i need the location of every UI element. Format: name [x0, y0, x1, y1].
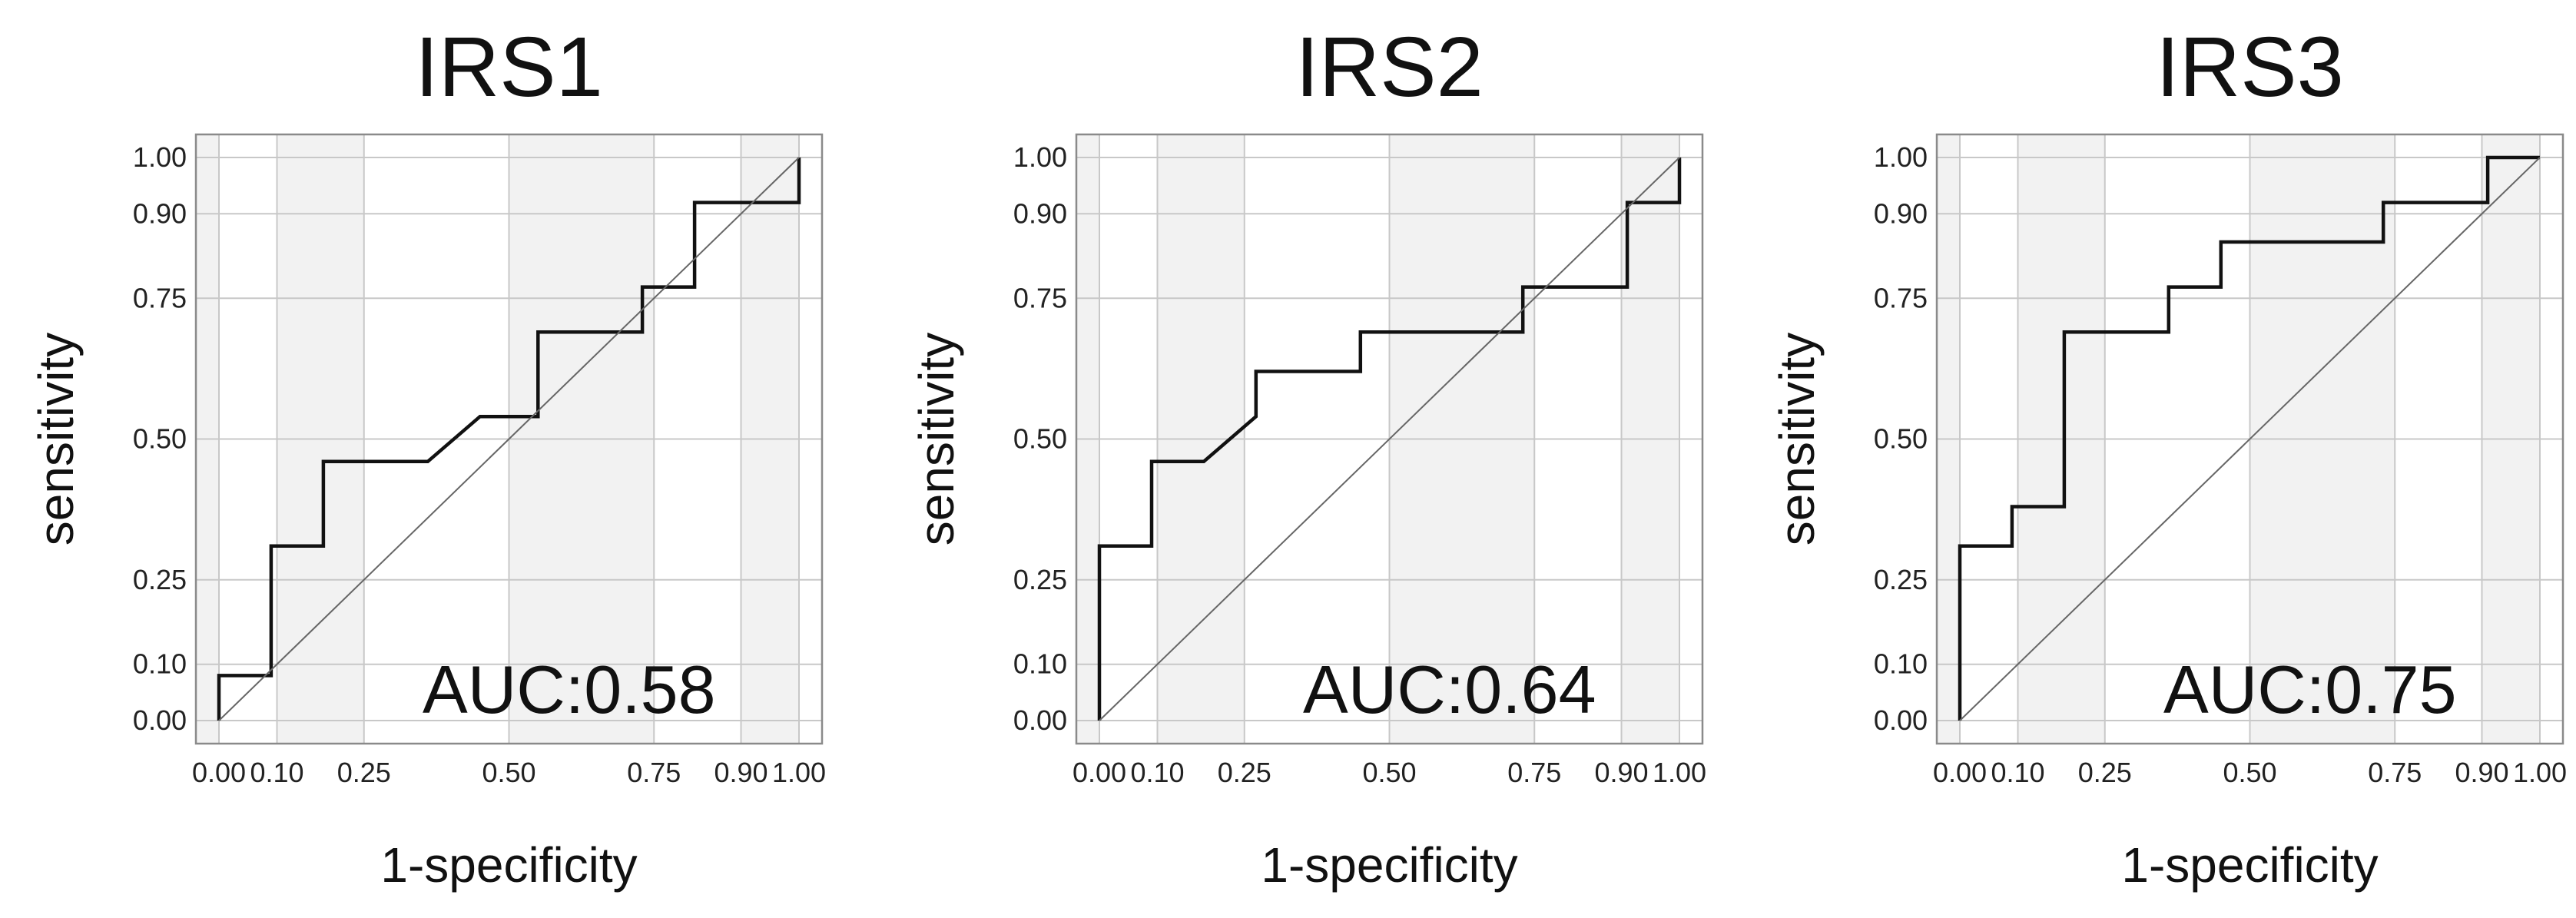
x-axis-title: 1-specificity [2121, 837, 2378, 893]
x-tick-label: 0.50 [1362, 757, 1416, 788]
y-tick-label: 0.90 [133, 197, 187, 229]
roc-curve [1958, 155, 2540, 721]
x-tick-label: 1.00 [2513, 757, 2567, 788]
y-axis-title: sensitivity [909, 333, 964, 545]
y-tick-label: 1.00 [1013, 141, 1067, 173]
x-tick-label: 0.25 [337, 757, 391, 788]
y-tick-label: 0.75 [133, 282, 187, 313]
auc-annotation: AUC:0.64 [1303, 651, 1596, 727]
y-tick-label: 0.50 [133, 423, 187, 455]
x-tick-label: 0.25 [1218, 757, 1271, 788]
panel-title: IRS3 [2156, 20, 2344, 114]
y-tick-label: 0.50 [1874, 423, 1928, 455]
reference-diagonal [1959, 157, 2541, 721]
x-tick-label: 0.10 [1130, 757, 1184, 788]
x-tick-label: 1.00 [772, 757, 826, 788]
panel-title: IRS1 [415, 20, 603, 114]
x-tick-label: 0.00 [192, 757, 246, 788]
y-tick-label: 0.50 [1013, 423, 1067, 455]
x-axis-title: 1-specificity [380, 837, 637, 893]
y-tick-label: 0.90 [1013, 197, 1067, 229]
y-tick-label: 0.75 [1874, 282, 1928, 313]
y-tick-label: 1.00 [1874, 141, 1928, 173]
x-axis-title: 1-specificity [1261, 837, 1517, 893]
reference-diagonal [1099, 157, 1680, 721]
x-tick-label: 0.00 [1933, 757, 1987, 788]
x-tick-label: 0.50 [482, 757, 535, 788]
x-tick-label: 0.75 [1507, 757, 1561, 788]
auc-annotation: AUC:0.58 [423, 651, 716, 727]
x-tick-label: 0.90 [714, 757, 767, 788]
y-tick-label: 0.00 [1013, 704, 1067, 736]
x-tick-label: 0.90 [1594, 757, 1648, 788]
x-tick-label: 0.90 [2455, 757, 2508, 788]
x-tick-label: 0.10 [1991, 757, 2044, 788]
plot-frame [1935, 133, 2564, 745]
auc-annotation: AUC:0.75 [2163, 651, 2457, 727]
y-tick-label: 0.25 [133, 564, 187, 595]
roc-panel-2: 0.000.000.100.100.250.250.500.500.750.75… [909, 20, 1706, 893]
roc-curve [1097, 157, 1682, 721]
y-axis-title: sensitivity [1769, 333, 1825, 545]
y-tick-label: 0.10 [133, 648, 187, 680]
x-tick-label: 1.00 [1653, 757, 1706, 788]
y-tick-label: 0.10 [1874, 648, 1928, 680]
panel-title: IRS2 [1295, 20, 1484, 114]
roc-curve [217, 157, 801, 721]
y-tick-label: 1.00 [133, 141, 187, 173]
x-tick-label: 0.75 [2368, 757, 2422, 788]
y-tick-label: 0.25 [1013, 564, 1067, 595]
y-tick-label: 0.25 [1874, 564, 1928, 595]
x-tick-label: 0.25 [2078, 757, 2132, 788]
plot-frame [194, 133, 824, 745]
y-tick-label: 0.00 [1874, 704, 1928, 736]
y-tick-label: 0.75 [1013, 282, 1067, 313]
roc-panel-3: 0.000.000.100.100.250.250.500.500.750.75… [1769, 20, 2567, 893]
y-axis-title: sensitivity [28, 333, 84, 545]
roc-panels: 0.000.000.100.100.250.250.500.500.750.75… [28, 20, 2567, 893]
x-tick-label: 0.10 [250, 757, 303, 788]
x-tick-label: 0.50 [2223, 757, 2276, 788]
x-tick-label: 0.75 [627, 757, 681, 788]
plot-frame [1075, 133, 1704, 745]
x-tick-label: 0.00 [1073, 757, 1126, 788]
y-tick-label: 0.90 [1874, 197, 1928, 229]
y-tick-label: 0.00 [133, 704, 187, 736]
roc-panel-1: 0.000.000.100.100.250.250.500.500.750.75… [28, 20, 826, 893]
reference-diagonal [218, 157, 800, 721]
y-tick-label: 0.10 [1013, 648, 1067, 680]
